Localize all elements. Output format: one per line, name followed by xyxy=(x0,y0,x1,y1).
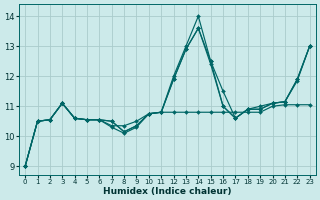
X-axis label: Humidex (Indice chaleur): Humidex (Indice chaleur) xyxy=(103,187,232,196)
